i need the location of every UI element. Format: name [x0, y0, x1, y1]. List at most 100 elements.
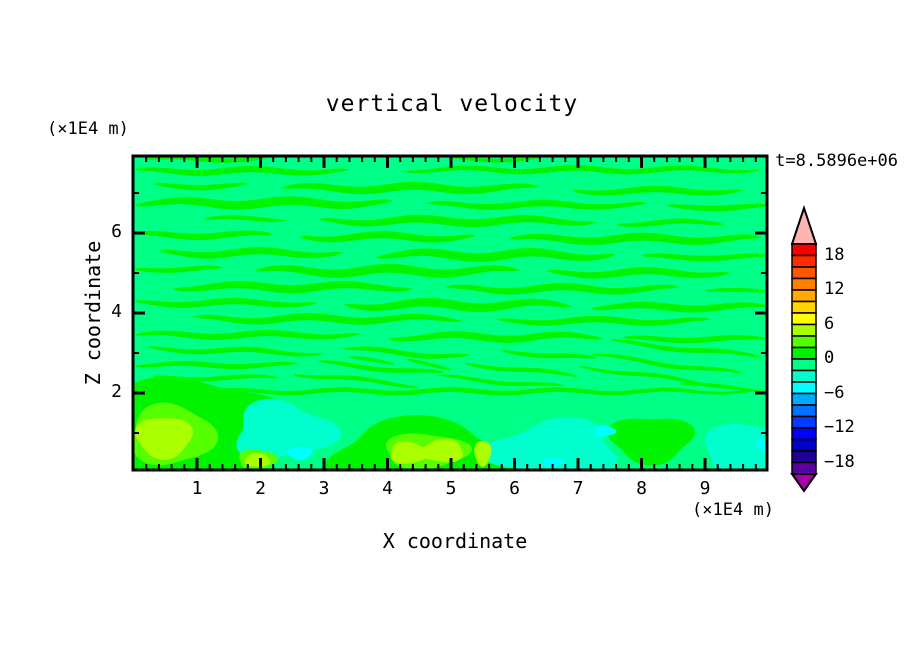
y-axis-unit-label: (×1E4 m): [47, 119, 129, 139]
x-tick-label: 4: [382, 478, 393, 499]
colorbar-tick-label: 12: [824, 279, 845, 299]
colorbar-band: [791, 346, 817, 360]
velocity-stripe: [343, 346, 471, 359]
velocity-blob: [542, 457, 564, 468]
velocity-stripe: [400, 165, 763, 175]
velocity-stripe: [425, 199, 648, 210]
velocity-stripe: [133, 329, 363, 341]
velocity-stripe: [254, 263, 521, 278]
colorbar-band: [791, 277, 817, 291]
x-tick-label: 2: [255, 478, 266, 499]
colorbar-band: [791, 323, 817, 337]
velocity-blob: [420, 438, 463, 463]
velocity-stripe: [349, 356, 394, 365]
velocity-stripe: [444, 283, 680, 295]
velocity-stripe: [438, 374, 566, 387]
colorbar-band: [791, 381, 817, 395]
velocity-stripe: [616, 218, 725, 227]
velocity-stripe: [133, 265, 223, 273]
velocity-stripe: [317, 360, 445, 373]
velocity-stripe: [317, 214, 598, 228]
x-tick-label: 6: [509, 478, 520, 499]
colorbar-band: [791, 300, 817, 314]
x-tick-label: 7: [572, 478, 584, 499]
velocity-blob: [704, 423, 768, 471]
velocity-stripe: [343, 297, 572, 313]
plot-title: vertical velocity: [325, 91, 579, 117]
colorbar-tick-label: 0: [824, 348, 835, 368]
velocity-stripe: [609, 339, 763, 358]
colorbar-band: [791, 461, 817, 475]
colorbar-over-arrow: [790, 204, 818, 245]
colorbar-band: [791, 266, 817, 280]
x-tick-label: 3: [318, 478, 330, 499]
x-axis-unit-label: (×1E4 m): [692, 500, 774, 520]
velocity-stripe: [292, 374, 420, 389]
velocity-blob: [390, 441, 430, 464]
velocity-stripe: [298, 231, 477, 243]
velocity-stripe: [571, 185, 744, 196]
velocity-stripe: [190, 313, 464, 325]
time-label: t=8.5896e+06: [775, 151, 898, 171]
velocity-stripe: [622, 335, 768, 344]
colorbar-band: [791, 438, 817, 452]
colorbar-band: [791, 392, 817, 406]
velocity-stripe: [666, 203, 768, 212]
velocity-stripe: [406, 358, 451, 370]
velocity-stripe: [133, 297, 318, 308]
velocity-stripe: [152, 182, 248, 191]
colorbar: [790, 204, 818, 493]
velocity-blob: [236, 398, 342, 461]
x-tick-label: 1: [191, 478, 203, 499]
colorbar-tick-label: −18: [824, 451, 855, 472]
x-axis-title: X coordinate: [382, 529, 528, 553]
velocity-blob: [286, 446, 313, 461]
velocity-stripe: [495, 315, 712, 326]
x-tick-label: 5: [445, 478, 457, 499]
velocity-stripe: [133, 230, 274, 241]
velocity-stripe: [374, 248, 617, 263]
velocity-blob: [474, 441, 492, 467]
velocity-stripe: [133, 165, 350, 176]
velocity-stripe: [279, 181, 540, 195]
velocity-stripe: [133, 387, 768, 396]
colorbar-band: [791, 289, 817, 303]
colorbar-under-arrow: [790, 473, 818, 493]
velocity-stripe: [387, 331, 604, 343]
colorbar-band: [791, 369, 817, 383]
colorbar-band: [791, 415, 817, 429]
velocity-blob: [594, 425, 617, 437]
velocity-stripe: [679, 382, 763, 392]
colorbar-band: [791, 335, 817, 349]
velocity-blob: [135, 418, 193, 460]
colorbar-band: [791, 358, 817, 372]
velocity-stripe: [590, 353, 744, 373]
colorbar-band: [791, 450, 817, 464]
velocity-stripe: [705, 287, 768, 293]
velocity-stripe: [546, 267, 731, 279]
velocity-stripe: [171, 280, 413, 294]
x-tick-label: 8: [636, 478, 647, 499]
velocity-stripe: [463, 362, 578, 377]
velocity-blob: [480, 417, 619, 471]
colorbar-band: [791, 312, 817, 326]
colorbar-tick-label: 6: [824, 313, 835, 334]
colorbar-tick-label: −12: [824, 417, 855, 437]
x-tick-label: 9: [699, 478, 711, 499]
contour-field: [132, 155, 768, 471]
colorbar-band: [791, 254, 817, 268]
velocity-stripe: [501, 350, 598, 359]
velocity-blob: [244, 452, 271, 467]
colorbar-band: [791, 243, 817, 257]
velocity-stripe: [590, 301, 768, 313]
velocity-stripe: [641, 253, 768, 262]
velocity-stripe: [133, 196, 394, 210]
y-tick-label: 6: [111, 221, 122, 242]
colorbar-tick-label: 18: [824, 244, 845, 265]
velocity-stripe: [451, 156, 540, 163]
y-tick-label: 2: [111, 381, 122, 402]
velocity-stripe: [578, 365, 725, 389]
velocity-stripe: [133, 360, 299, 370]
